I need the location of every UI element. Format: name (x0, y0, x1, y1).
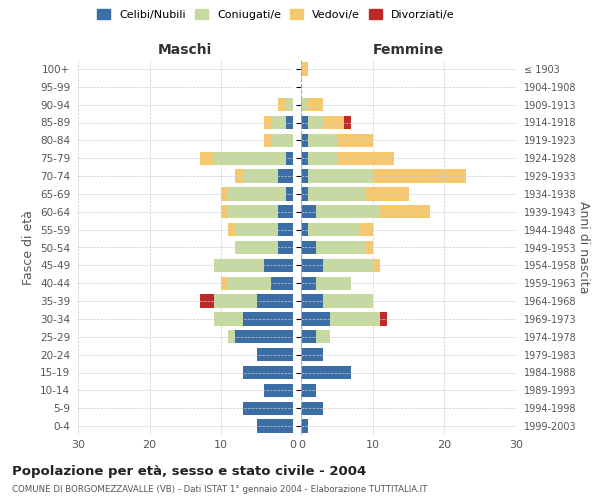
Bar (316, 330, 330, 344)
Bar (366, 187, 409, 200)
Bar (271, 276, 293, 290)
Bar (214, 258, 264, 272)
Bar (330, 312, 380, 326)
Bar (214, 312, 242, 326)
Bar (301, 348, 323, 362)
Bar (316, 276, 352, 290)
Bar (323, 294, 373, 308)
Bar (301, 187, 308, 200)
Bar (301, 223, 308, 236)
Bar (308, 223, 359, 236)
Bar (228, 330, 235, 344)
Bar (323, 258, 373, 272)
Title: Maschi: Maschi (158, 44, 212, 58)
Bar (271, 116, 286, 129)
Bar (221, 187, 228, 200)
Bar (257, 348, 293, 362)
Bar (278, 223, 293, 236)
Bar (344, 116, 352, 129)
Bar (228, 187, 286, 200)
Bar (308, 116, 323, 129)
Y-axis label: Anni di nascita: Anni di nascita (577, 201, 590, 294)
Bar (235, 241, 278, 254)
Bar (301, 312, 330, 326)
Bar (228, 223, 235, 236)
Bar (301, 205, 316, 218)
Bar (301, 241, 316, 254)
Bar (242, 402, 293, 415)
Bar (228, 205, 278, 218)
Bar (257, 420, 293, 433)
Bar (271, 134, 293, 147)
Bar (316, 205, 380, 218)
Bar (235, 330, 293, 344)
Y-axis label: Fasce di età: Fasce di età (22, 210, 35, 285)
Bar (278, 170, 293, 183)
Bar (278, 205, 293, 218)
Bar (278, 241, 293, 254)
Bar (200, 294, 214, 308)
Bar (308, 152, 337, 165)
Bar (301, 258, 323, 272)
Bar (301, 420, 308, 433)
Bar (301, 116, 308, 129)
Bar (286, 152, 293, 165)
Bar (264, 116, 271, 129)
Bar (301, 152, 308, 165)
Bar (301, 330, 316, 344)
Bar (264, 258, 293, 272)
Text: Popolazione per età, sesso e stato civile - 2004: Popolazione per età, sesso e stato civil… (12, 465, 366, 478)
Bar (278, 98, 286, 112)
Bar (264, 134, 271, 147)
Bar (235, 170, 242, 183)
Bar (301, 294, 323, 308)
Bar (323, 116, 344, 129)
Bar (308, 187, 366, 200)
Bar (264, 384, 293, 397)
Bar (301, 402, 323, 415)
Bar (301, 366, 352, 379)
Bar (221, 276, 228, 290)
Bar (366, 241, 373, 254)
Legend: Celibi/Nubili, Coniugati/e, Vedovi/e, Divorziati/e: Celibi/Nubili, Coniugati/e, Vedovi/e, Di… (94, 6, 458, 23)
Bar (257, 294, 293, 308)
Bar (301, 170, 308, 183)
Bar (286, 187, 293, 200)
Bar (316, 241, 366, 254)
Bar (337, 152, 394, 165)
Bar (301, 134, 308, 147)
Bar (242, 170, 278, 183)
Bar (235, 223, 278, 236)
Bar (301, 384, 316, 397)
Bar (301, 98, 308, 112)
Bar (221, 205, 228, 218)
Bar (373, 170, 466, 183)
Bar (308, 170, 373, 183)
Bar (301, 62, 308, 76)
Bar (359, 223, 373, 236)
Bar (228, 276, 271, 290)
Bar (200, 152, 214, 165)
Bar (301, 276, 316, 290)
Bar (214, 152, 286, 165)
Bar (373, 258, 380, 272)
Bar (286, 98, 293, 112)
Bar (242, 366, 293, 379)
Bar (286, 116, 293, 129)
Bar (380, 205, 430, 218)
Bar (308, 134, 337, 147)
Bar (380, 312, 387, 326)
Title: Femmine: Femmine (373, 44, 444, 58)
Text: COMUNE DI BORGOMEZZAVALLE (VB) - Dati ISTAT 1° gennaio 2004 - Elaborazione TUTTI: COMUNE DI BORGOMEZZAVALLE (VB) - Dati IS… (12, 485, 427, 494)
Bar (214, 294, 257, 308)
Bar (308, 98, 323, 112)
Bar (242, 312, 293, 326)
Bar (337, 134, 373, 147)
